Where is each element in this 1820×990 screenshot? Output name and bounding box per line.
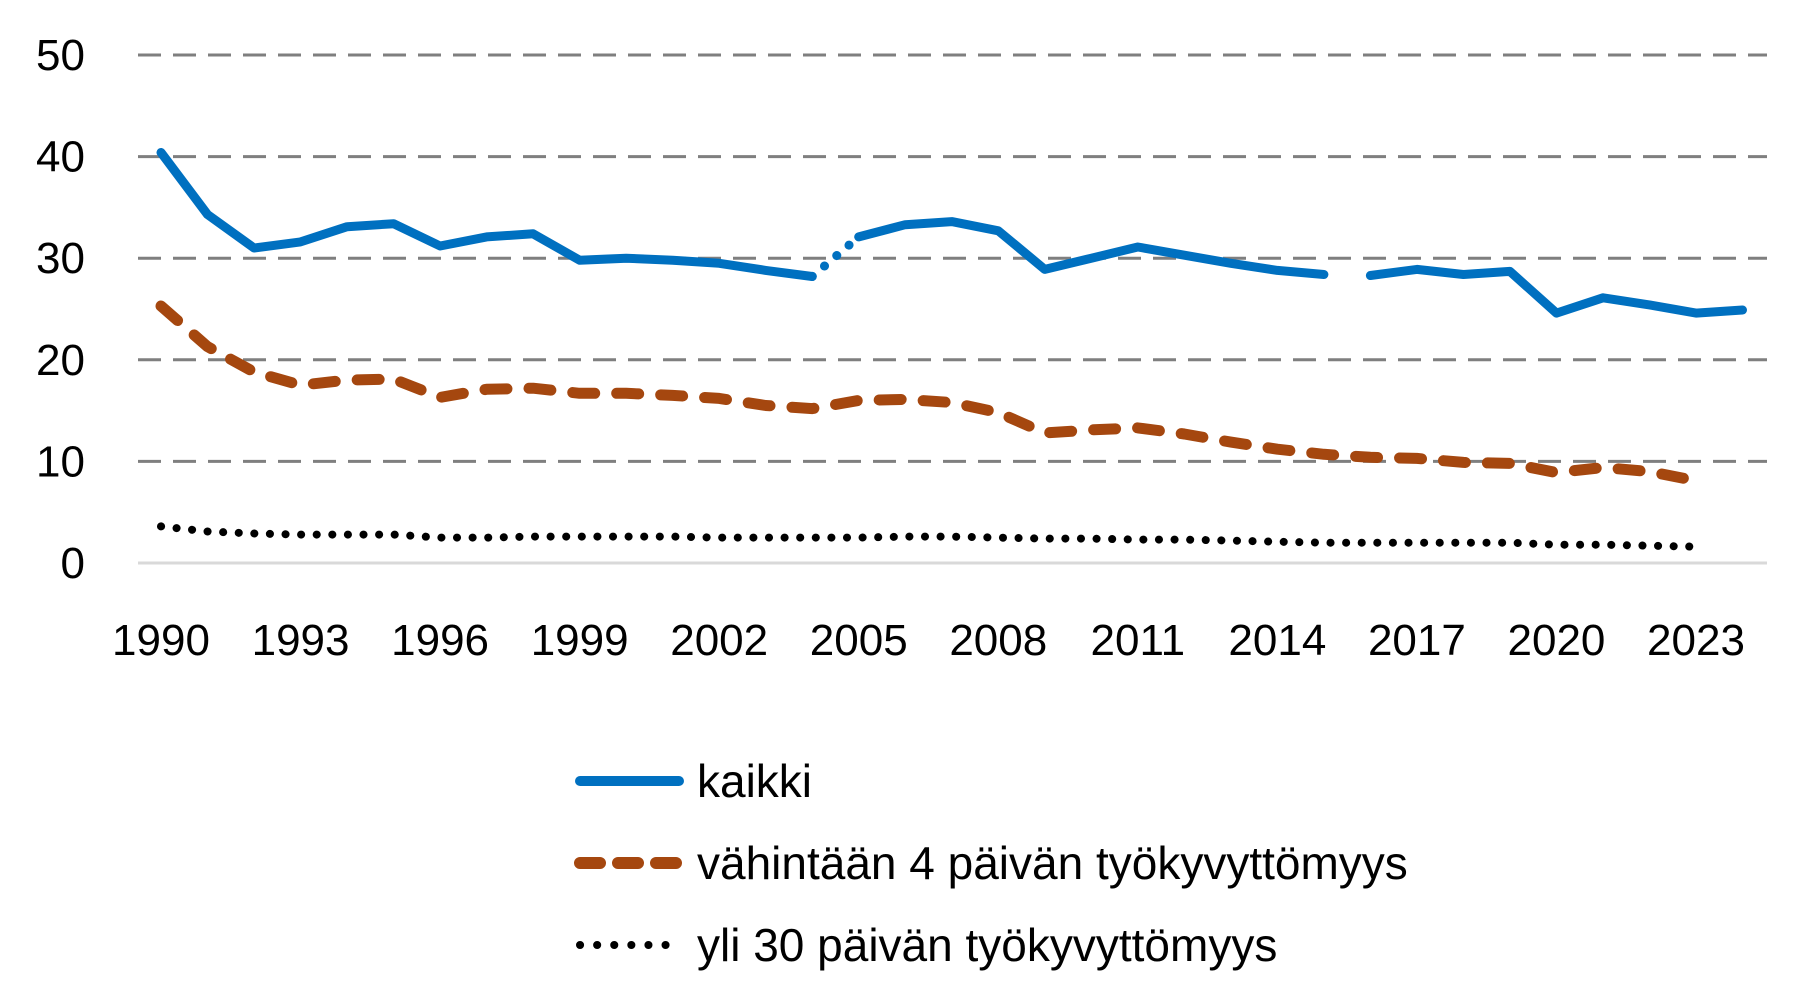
y-tick-label: 10	[36, 437, 85, 486]
y-tick-label: 40	[36, 133, 85, 182]
series-line-3	[157, 522, 1700, 551]
legend-label: yli 30 päivän työkyvyttömyys	[697, 919, 1278, 971]
series-line-1	[854, 217, 1329, 279]
legend-label: vähintään 4 päivän työkyvyttömyys	[697, 837, 1408, 889]
x-tick-label: 2005	[810, 616, 908, 665]
series-line-1	[1365, 264, 1747, 318]
x-tick-label: 1996	[391, 616, 489, 665]
series-gap-connector	[807, 232, 864, 281]
legend-item-30-days: yli 30 päivän työkyvyttömyys	[572, 904, 1408, 986]
y-axis-ticks: 0 10 20 30 40 50	[36, 31, 85, 588]
x-tick-label: 2020	[1508, 616, 1606, 665]
y-tick-label: 50	[36, 31, 85, 80]
x-tick-label: 1999	[531, 616, 629, 665]
series-line-1	[156, 148, 817, 281]
x-tick-label: 2023	[1647, 616, 1745, 665]
legend-item-kaikki: kaikki	[572, 740, 1408, 822]
dashed-line-swatch-icon	[574, 857, 685, 869]
legend-item-4-days: vähintään 4 päivän työkyvyttömyys	[572, 822, 1408, 904]
legend-label: kaikki	[697, 755, 813, 807]
x-tick-label: 1990	[112, 616, 210, 665]
series-line-2	[155, 300, 1702, 487]
x-tick-label: 2017	[1368, 616, 1466, 665]
x-tick-label: 2008	[949, 616, 1047, 665]
x-tick-label: 2002	[670, 616, 768, 665]
y-tick-label: 0	[61, 539, 85, 588]
dotted-line-swatch-icon	[576, 941, 683, 949]
x-tick-label: 1993	[252, 616, 350, 665]
y-tick-label: 20	[36, 336, 85, 385]
series-lines	[155, 148, 1747, 551]
y-tick-label: 30	[36, 234, 85, 283]
x-tick-label: 2014	[1228, 616, 1326, 665]
x-axis-ticks: 1990 1993 1996 1999 2002 2005 2008 2011 2014 2017…	[112, 616, 1745, 665]
x-tick-label: 2011	[1091, 616, 1186, 665]
legend: kaikki vähintään 4 päivän työkyvyttömyys…	[572, 740, 1408, 986]
solid-line-swatch-icon	[575, 776, 684, 786]
gridlines	[138, 53, 1767, 565]
